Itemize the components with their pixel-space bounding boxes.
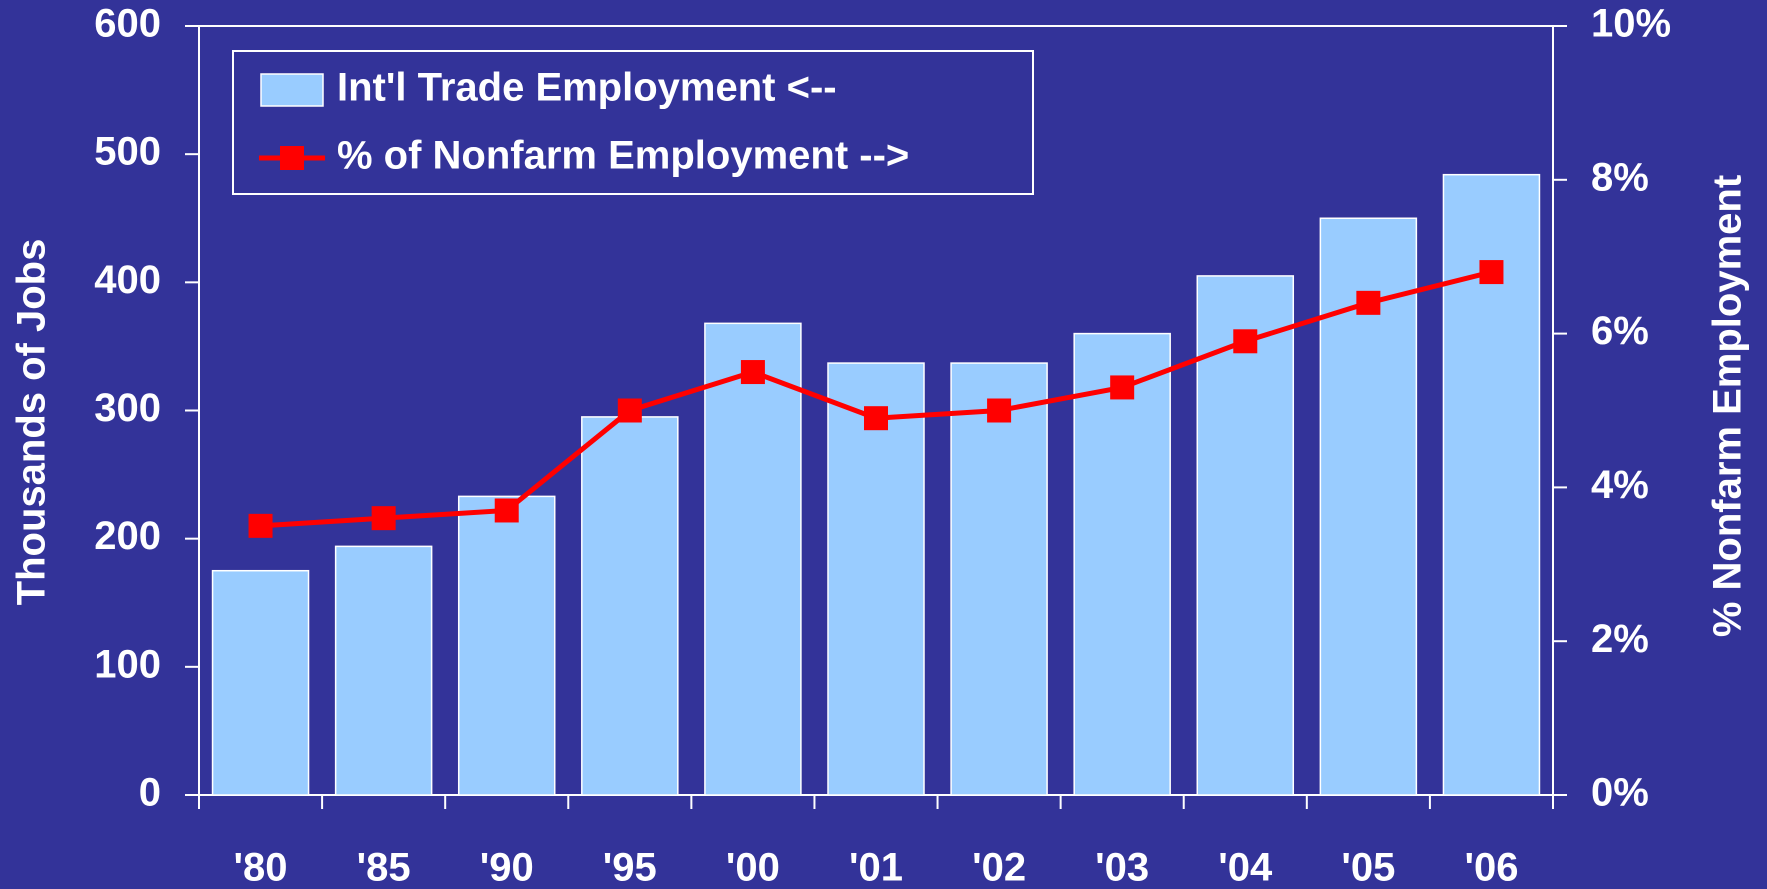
bar	[457, 495, 556, 796]
y2-tick-label: 10%	[1591, 2, 1671, 46]
marker	[740, 360, 765, 385]
x-tick-label: '95	[603, 846, 657, 889]
marker	[1233, 329, 1258, 354]
y-tick-label: 600	[94, 2, 161, 46]
bar	[211, 569, 310, 796]
y2-tick-label: 0%	[1591, 771, 1649, 815]
y-tick-label: 200	[94, 514, 161, 558]
marker	[987, 398, 1012, 423]
bar	[704, 322, 802, 796]
y2-tick-label: 6%	[1591, 309, 1649, 353]
marker	[1110, 375, 1135, 400]
y-tick-label: 500	[94, 130, 161, 174]
bar	[581, 416, 679, 796]
marker	[371, 506, 396, 531]
legend-label: % of Nonfarm Employment -->	[337, 134, 909, 178]
bar	[1073, 332, 1171, 796]
y2-tick-label: 2%	[1591, 617, 1649, 661]
x-tick-label: '90	[480, 846, 534, 889]
bar	[827, 362, 925, 796]
x-tick-label: '00	[726, 846, 780, 889]
x-tick-label: '80	[234, 846, 288, 889]
y2-tick-label: 4%	[1591, 463, 1649, 507]
marker	[1356, 290, 1381, 315]
x-tick-label: '04	[1218, 846, 1273, 889]
bar	[1196, 275, 1295, 796]
marker	[1479, 260, 1504, 285]
x-tick-label: '06	[1464, 846, 1518, 889]
marker	[617, 398, 642, 423]
y-axis-title: Thousands of Jobs	[10, 239, 54, 606]
y2-tick-label: 8%	[1591, 155, 1649, 199]
bar	[334, 545, 433, 796]
y-tick-label: 400	[94, 258, 161, 302]
marker	[494, 498, 519, 523]
marker	[864, 406, 888, 431]
legend-swatch	[260, 73, 324, 107]
x-tick-label: '01	[849, 846, 903, 889]
y2-axis-title: % Nonfarm Employment	[1706, 175, 1750, 637]
y-tick-label: 0	[139, 771, 161, 815]
legend-label: Int'l Trade Employment <--	[337, 66, 837, 110]
x-tick-label: '03	[1095, 846, 1149, 889]
y-tick-label: 300	[94, 386, 161, 430]
legend-box	[232, 50, 1034, 195]
x-tick-label: '02	[972, 846, 1026, 889]
x-tick-label: '85	[357, 846, 411, 889]
legend-marker	[280, 146, 304, 170]
bar	[950, 362, 1048, 796]
x-tick-label: '05	[1341, 846, 1395, 889]
y-tick-label: 100	[94, 642, 161, 686]
marker	[248, 513, 273, 538]
